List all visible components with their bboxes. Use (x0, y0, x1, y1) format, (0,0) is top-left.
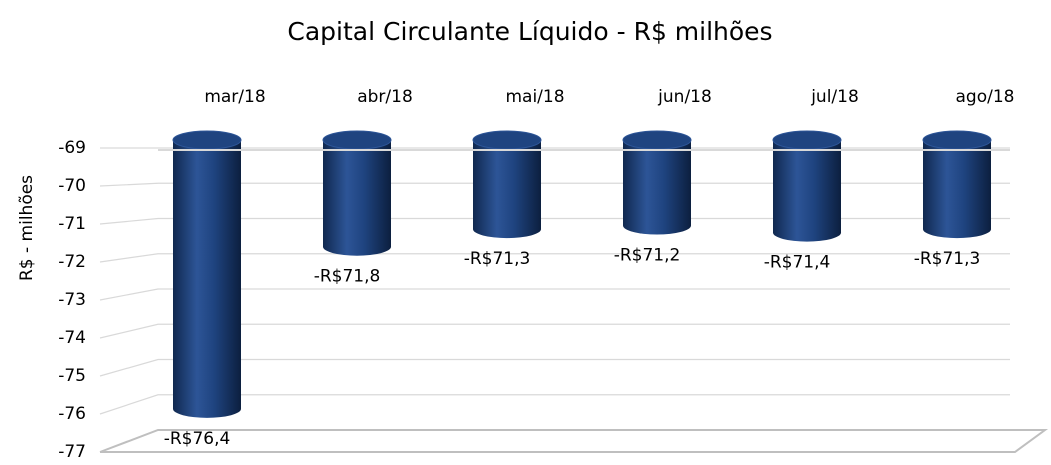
bar-group (772, 130, 842, 242)
y-tick-label: -73 (58, 290, 86, 310)
x-tick-label: abr/18 (357, 87, 413, 107)
grid-line (99, 429, 1049, 453)
grid-line (99, 288, 1010, 301)
grid-line (99, 253, 1010, 263)
bar-top (172, 130, 242, 150)
x-tick-label: jul/18 (810, 87, 859, 107)
grid-line (99, 358, 1010, 377)
y-tick-label: -75 (58, 366, 86, 386)
bar-top (622, 130, 692, 150)
x-tick-label: jun/18 (657, 87, 712, 107)
value-label: -R$76,4 (164, 429, 231, 449)
bar-top (922, 130, 992, 150)
x-tick-label: ago/18 (956, 87, 1015, 107)
bar (773, 140, 841, 233)
bar (323, 140, 391, 247)
grid-line (99, 182, 1010, 187)
bar-group (922, 130, 992, 239)
bar-group (622, 130, 692, 235)
bar-bottom (923, 220, 991, 239)
grid-line (99, 217, 1010, 225)
bar (173, 140, 241, 409)
bar-bottom (323, 237, 391, 256)
bar (923, 140, 991, 230)
value-label: -R$71,2 (614, 246, 681, 266)
value-label: -R$71,4 (764, 253, 831, 273)
bar-bottom (173, 399, 241, 418)
y-tick-label: -70 (58, 176, 86, 196)
bar-top (322, 130, 392, 150)
y-tick-label: -77 (58, 442, 86, 461)
bar-top (472, 130, 542, 150)
bar-group (172, 130, 242, 418)
y-tick-label: -74 (58, 328, 86, 348)
y-tick-label: -71 (58, 214, 86, 234)
x-tick-label: mar/18 (204, 87, 265, 107)
y-tick-label: -69 (58, 138, 86, 158)
bar-group (322, 130, 392, 256)
grid-line (99, 323, 1010, 339)
chart-title: Capital Circulante Líquido - R$ milhões (287, 17, 772, 46)
bar-top (772, 130, 842, 150)
bar-bottom (473, 220, 541, 239)
value-label: -R$71,3 (464, 249, 531, 269)
y-tick-label: -72 (58, 252, 86, 272)
y-tick-label: -76 (58, 404, 86, 424)
bar (473, 140, 541, 230)
bar (623, 140, 691, 226)
grid-line (99, 394, 1010, 415)
bar-bottom (773, 223, 841, 242)
x-tick-label: mai/18 (505, 87, 564, 107)
value-label: -R$71,3 (914, 249, 981, 269)
value-label: -R$71,8 (314, 267, 381, 287)
y-axis-label: R$ - milhões (17, 175, 37, 281)
bar-group (472, 130, 542, 239)
bar-bottom (623, 216, 691, 235)
